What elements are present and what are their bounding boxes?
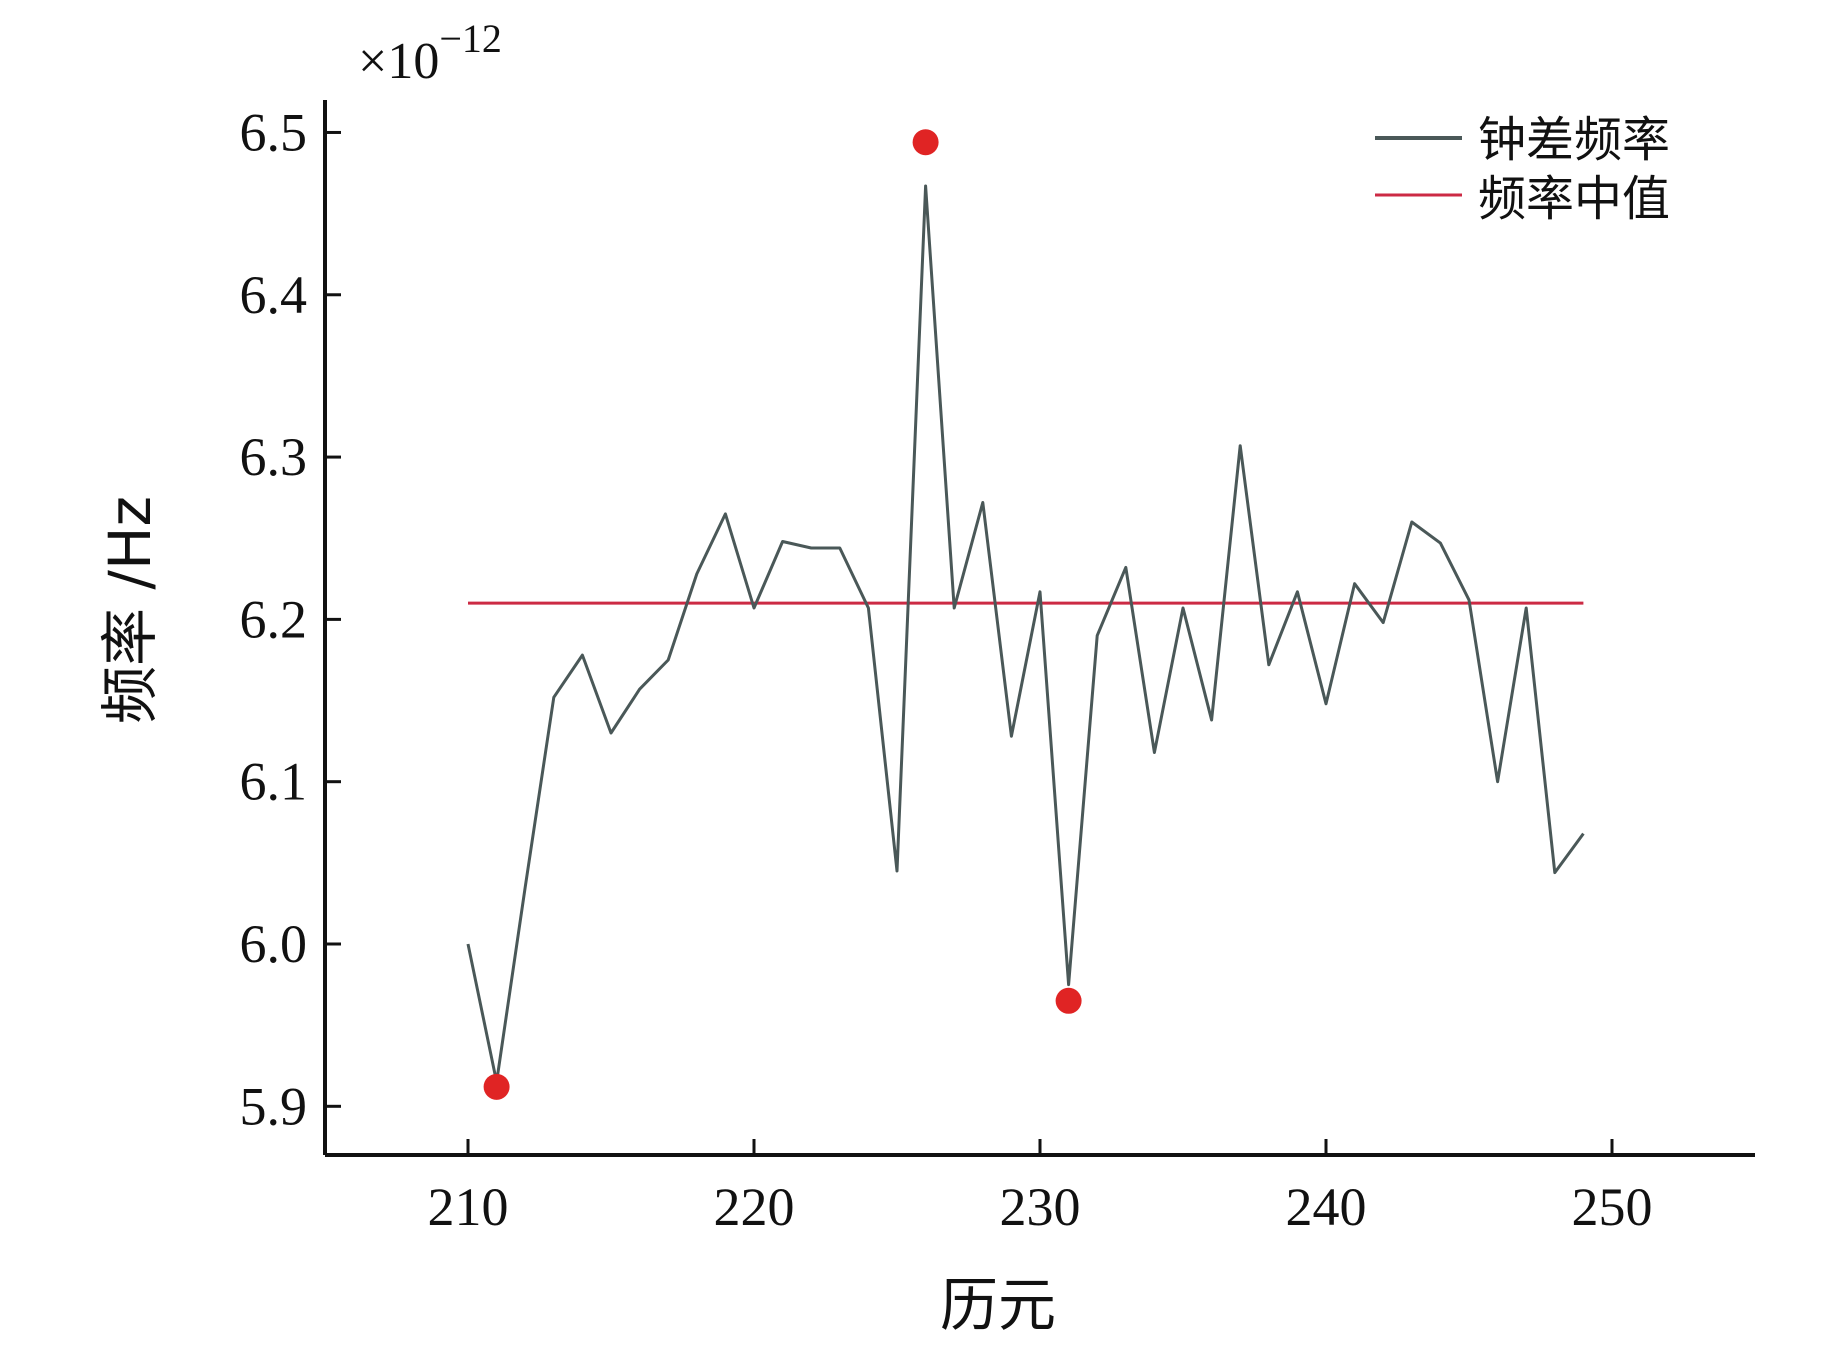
y-axis-title: 频率 /Hz bbox=[96, 496, 164, 724]
axes bbox=[323, 100, 1755, 1157]
outlier-layer bbox=[483, 129, 1082, 1100]
x-tick-label: 250 bbox=[1572, 1177, 1653, 1237]
x-tick-label: 220 bbox=[714, 1177, 795, 1237]
x-tick-label: 230 bbox=[1000, 1177, 1081, 1237]
y-tick-label: 6.4 bbox=[240, 265, 308, 325]
outlier-point bbox=[483, 1073, 510, 1100]
y-tick-label: 5.9 bbox=[240, 1076, 308, 1136]
series-clock-freq-line bbox=[466, 184, 1585, 1084]
outlier-point bbox=[1055, 987, 1082, 1014]
y-tick-label: 6.5 bbox=[240, 102, 308, 162]
y-axis-multiplier-exponent: −12 bbox=[439, 16, 502, 61]
legend-label-clock-freq: 钟差频率 bbox=[1478, 112, 1670, 168]
y-tick-label: 6.3 bbox=[240, 427, 308, 487]
ticks: 5.9 6.0 6.1 6.2 6.3 6.4 6.5 210 220 230 240 250 bbox=[240, 102, 1653, 1237]
series-layer bbox=[466, 184, 1585, 1084]
legend: 钟差频率 频率中值 bbox=[1375, 112, 1670, 227]
y-axis-multiplier: ×10−12 bbox=[358, 16, 502, 90]
x-axis-title: 历元 bbox=[940, 1271, 1056, 1339]
y-axis-multiplier-base: ×10 bbox=[358, 33, 439, 90]
y-tick-label: 6.1 bbox=[240, 752, 308, 812]
y-tick-label: 6.2 bbox=[240, 589, 308, 649]
x-tick-label: 210 bbox=[428, 1177, 509, 1237]
y-tick-label: 6.0 bbox=[240, 914, 308, 974]
outlier-point bbox=[912, 129, 939, 156]
legend-label-median: 频率中值 bbox=[1478, 171, 1670, 227]
x-tick-label: 240 bbox=[1286, 1177, 1367, 1237]
